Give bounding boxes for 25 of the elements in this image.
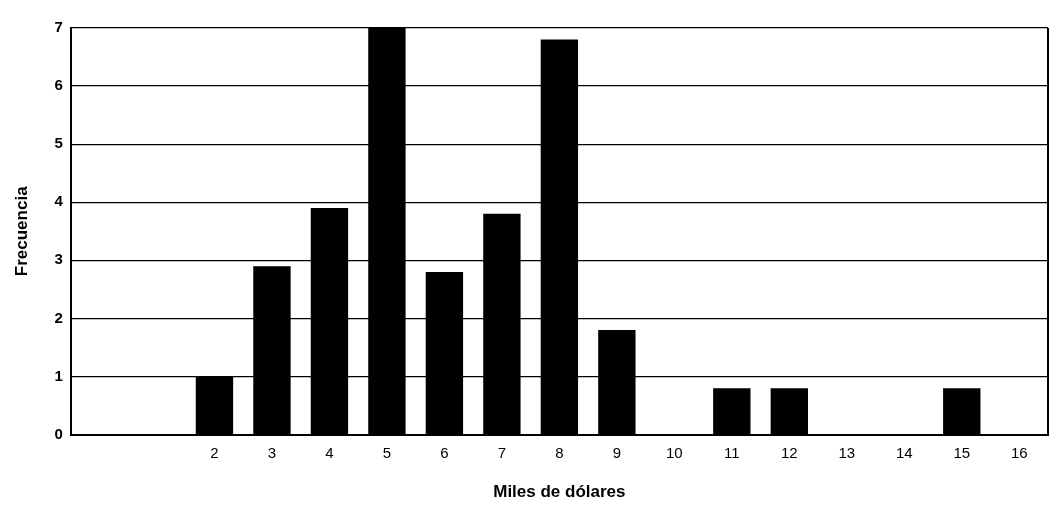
x-tick-label: 5 bbox=[382, 443, 392, 461]
x-tick-label: 7 bbox=[497, 443, 507, 461]
x-tick-label: 10 bbox=[666, 443, 683, 461]
x-tick-label: 14 bbox=[895, 443, 913, 461]
x-tick-label: 4 bbox=[325, 443, 334, 461]
x-tick-label: 3 bbox=[267, 443, 277, 461]
x-tick-label: 11 bbox=[724, 443, 740, 461]
y-tick-label: 1 bbox=[54, 366, 63, 384]
y-tick-label: 0 bbox=[54, 424, 63, 442]
x-tick-label: 12 bbox=[780, 443, 798, 461]
x-tick-label: 2 bbox=[210, 443, 219, 461]
x-tick-label: 15 bbox=[953, 443, 971, 461]
x-axis-title: Miles de dólares bbox=[493, 482, 626, 502]
x-tick-label: 16 bbox=[1010, 443, 1028, 461]
y-tick-label: 3 bbox=[54, 250, 63, 268]
x-tick-label: 13 bbox=[838, 443, 856, 461]
x-tick-label: 8 bbox=[555, 443, 564, 461]
x-tick-label: 6 bbox=[440, 443, 449, 461]
y-axis-title: Frecuencia bbox=[11, 185, 31, 277]
y-tick-label: 4 bbox=[54, 192, 64, 210]
y-tick-label: 5 bbox=[54, 134, 63, 152]
y-tick-label: 2 bbox=[54, 308, 63, 326]
y-tick-label: 6 bbox=[54, 76, 63, 94]
y-tick-label: 7 bbox=[54, 18, 63, 36]
x-tick-label: 9 bbox=[612, 443, 622, 461]
